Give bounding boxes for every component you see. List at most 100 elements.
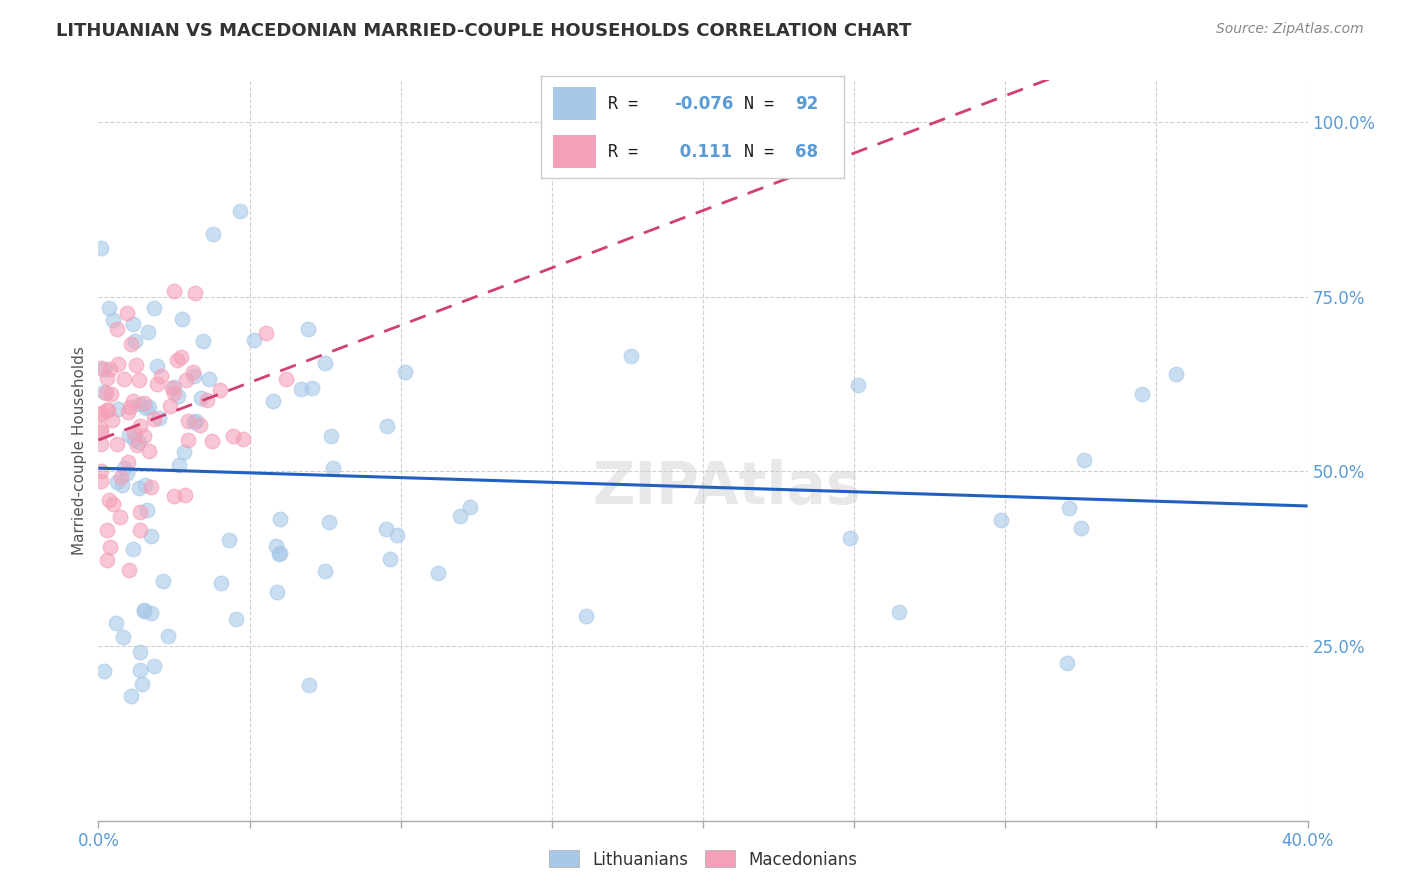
Point: [243, 333, 266, 347]
Point: [458, 500, 481, 514]
Point: [426, 566, 449, 581]
Point: [90, 241, 112, 255]
Point: [93, 361, 115, 376]
Point: [1059, 500, 1081, 515]
Point: [1166, 367, 1188, 381]
Point: [128, 373, 150, 387]
Point: [136, 326, 159, 340]
Point: [98, 301, 121, 316]
Point: [269, 546, 291, 560]
Point: [96, 553, 118, 567]
Point: [108, 510, 131, 524]
Point: [170, 312, 193, 326]
Point: [198, 372, 221, 386]
Point: [274, 372, 297, 386]
Point: [1070, 521, 1092, 535]
Point: [1056, 656, 1078, 670]
Point: [90, 437, 112, 451]
Point: [90, 474, 112, 488]
Point: [104, 615, 127, 630]
Point: [394, 365, 416, 379]
Point: [375, 418, 398, 433]
Point: [132, 396, 155, 410]
Point: [318, 515, 340, 529]
Point: [139, 606, 162, 620]
Point: [163, 285, 186, 299]
Point: [159, 399, 181, 413]
Text: N =: N =: [744, 95, 783, 112]
Point: [105, 437, 128, 451]
Point: [135, 401, 157, 416]
Point: [115, 306, 138, 320]
Point: [846, 377, 869, 392]
Point: [101, 413, 124, 427]
Point: [96, 523, 118, 537]
Point: [225, 611, 247, 625]
Point: [132, 604, 155, 618]
Point: [173, 445, 195, 459]
Point: [132, 603, 155, 617]
Point: [169, 458, 191, 472]
Point: [129, 645, 152, 659]
Point: [170, 350, 193, 364]
Point: [117, 455, 139, 469]
Legend: Lithuanians, Macedonians: Lithuanians, Macedonians: [543, 844, 863, 875]
Point: [190, 391, 212, 405]
Text: 68: 68: [796, 143, 818, 161]
Point: [111, 478, 134, 492]
Point: [107, 357, 129, 371]
Point: [90, 422, 112, 436]
Text: R =: R =: [607, 143, 648, 161]
Point: [264, 539, 287, 553]
Point: [218, 533, 240, 547]
Point: [111, 630, 134, 644]
Text: -0.076: -0.076: [675, 95, 734, 112]
Point: [374, 522, 396, 536]
Point: [156, 629, 179, 643]
Point: [100, 386, 122, 401]
Point: [160, 381, 183, 395]
Bar: [554, 136, 596, 168]
Point: [232, 432, 254, 446]
Point: [142, 412, 165, 426]
Point: [1130, 386, 1153, 401]
Point: [378, 552, 401, 566]
Point: [90, 407, 112, 421]
Point: [90, 425, 112, 439]
Point: [122, 432, 145, 446]
Point: [195, 392, 218, 407]
Point: [139, 480, 162, 494]
Text: Source: ZipAtlas.com: Source: ZipAtlas.com: [1216, 22, 1364, 37]
Point: [211, 576, 233, 591]
Point: [138, 400, 160, 414]
Point: [93, 665, 115, 679]
Point: [105, 322, 128, 336]
Point: [314, 356, 336, 370]
Point: [256, 326, 278, 340]
Point: [128, 505, 150, 519]
Point: [449, 509, 471, 524]
Point: [148, 410, 170, 425]
Point: [290, 382, 312, 396]
Text: N =: N =: [744, 143, 783, 161]
Point: [174, 373, 197, 387]
Point: [143, 659, 166, 673]
Point: [122, 317, 145, 331]
Point: [93, 385, 115, 400]
Point: [152, 574, 174, 588]
Point: [103, 312, 125, 326]
Point: [319, 429, 342, 443]
Point: [107, 401, 129, 416]
Text: R =: R =: [607, 95, 648, 112]
Point: [209, 383, 232, 397]
Point: [96, 403, 118, 417]
Point: [98, 493, 121, 508]
Point: [128, 663, 150, 677]
Point: [110, 469, 132, 483]
Point: [150, 369, 173, 384]
Bar: [554, 87, 596, 120]
Point: [181, 365, 204, 379]
Point: [124, 334, 146, 348]
Point: [118, 427, 141, 442]
Point: [190, 417, 212, 432]
